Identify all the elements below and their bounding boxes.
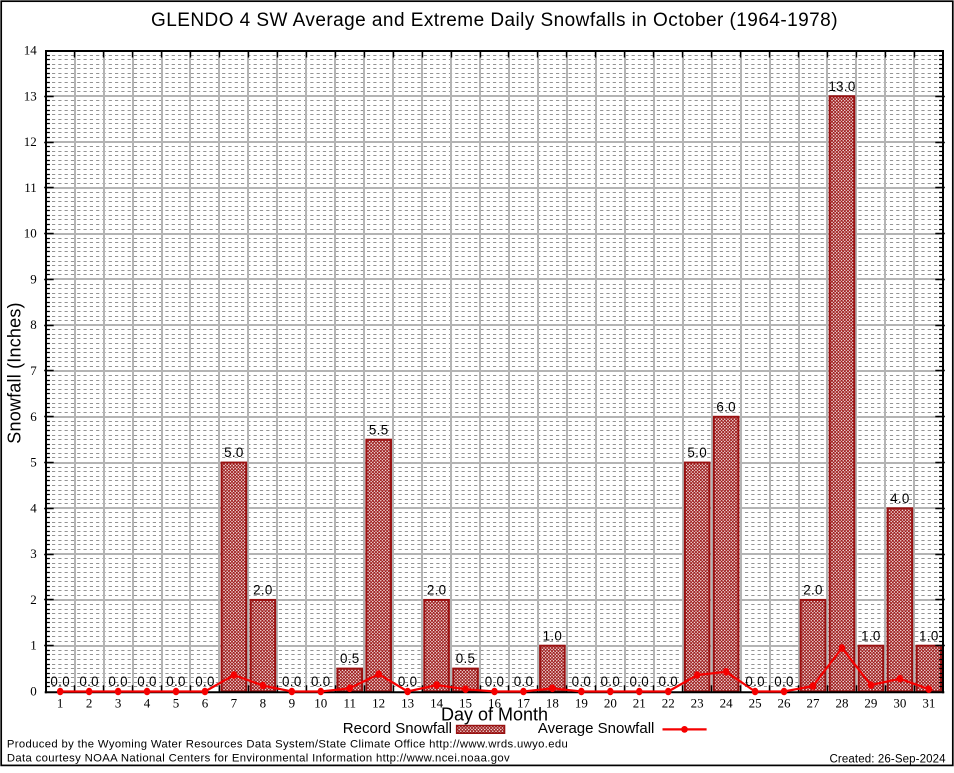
svg-text:1: 1 <box>30 638 37 653</box>
svg-text:7: 7 <box>231 696 238 711</box>
svg-text:2: 2 <box>86 696 93 711</box>
svg-text:2: 2 <box>30 592 37 607</box>
svg-text:10: 10 <box>24 226 37 241</box>
svg-text:18: 18 <box>546 696 559 711</box>
svg-text:0.0: 0.0 <box>282 674 302 689</box>
svg-text:11: 11 <box>24 180 37 195</box>
svg-text:1.0: 1.0 <box>861 628 881 643</box>
svg-text:11: 11 <box>343 696 356 711</box>
svg-text:13: 13 <box>401 696 414 711</box>
svg-text:13: 13 <box>24 88 37 103</box>
svg-text:0.0: 0.0 <box>572 674 592 689</box>
svg-text:GLENDO 4 SW Average and Extrem: GLENDO 4 SW Average and Extreme Daily Sn… <box>151 10 838 31</box>
svg-text:28: 28 <box>835 696 848 711</box>
svg-text:0.0: 0.0 <box>658 674 678 689</box>
svg-text:30: 30 <box>893 696 906 711</box>
svg-text:Record Snowfall: Record Snowfall <box>343 720 452 737</box>
svg-text:0.0: 0.0 <box>514 674 534 689</box>
svg-text:22: 22 <box>662 696 675 711</box>
svg-text:3: 3 <box>30 546 37 561</box>
svg-text:0.0: 0.0 <box>137 674 157 689</box>
svg-text:0.5: 0.5 <box>340 651 360 666</box>
svg-text:0.0: 0.0 <box>485 674 505 689</box>
svg-text:31: 31 <box>922 696 935 711</box>
svg-text:5.0: 5.0 <box>224 445 244 460</box>
svg-text:14: 14 <box>24 43 38 58</box>
svg-text:15: 15 <box>459 696 472 711</box>
svg-text:24: 24 <box>720 696 734 711</box>
svg-text:0.0: 0.0 <box>745 674 765 689</box>
svg-text:1.0: 1.0 <box>543 628 563 643</box>
svg-text:23: 23 <box>691 696 704 711</box>
svg-text:21: 21 <box>633 696 646 711</box>
svg-text:0.0: 0.0 <box>398 674 418 689</box>
svg-text:Data courtesy NOAA National Ce: Data courtesy NOAA National Centers for … <box>7 753 510 765</box>
svg-text:4.0: 4.0 <box>890 491 910 506</box>
svg-text:12: 12 <box>372 696 385 711</box>
svg-text:8: 8 <box>30 317 37 332</box>
svg-text:2.0: 2.0 <box>427 583 447 598</box>
svg-text:0.0: 0.0 <box>108 674 128 689</box>
svg-text:0.5: 0.5 <box>456 651 476 666</box>
svg-text:29: 29 <box>864 696 877 711</box>
svg-text:4: 4 <box>144 696 151 711</box>
svg-text:5: 5 <box>173 696 180 711</box>
svg-text:19: 19 <box>575 696 588 711</box>
svg-text:2.0: 2.0 <box>803 583 823 598</box>
svg-text:9: 9 <box>30 271 37 286</box>
svg-text:9: 9 <box>289 696 296 711</box>
svg-text:5: 5 <box>30 455 37 470</box>
svg-text:10: 10 <box>314 696 327 711</box>
svg-text:0.0: 0.0 <box>50 674 70 689</box>
svg-text:1.0: 1.0 <box>919 628 939 643</box>
svg-text:20: 20 <box>604 696 617 711</box>
svg-text:25: 25 <box>749 696 762 711</box>
svg-text:0.0: 0.0 <box>79 674 99 689</box>
svg-text:7: 7 <box>30 363 37 378</box>
svg-text:14: 14 <box>430 696 444 711</box>
svg-text:Snowfall (Inches): Snowfall (Inches) <box>4 302 24 443</box>
svg-text:0.0: 0.0 <box>166 674 186 689</box>
svg-text:Produced by the Wyoming Water: Produced by the Wyoming Water Resources … <box>7 739 568 751</box>
svg-text:0.0: 0.0 <box>774 674 794 689</box>
svg-text:0.0: 0.0 <box>601 674 621 689</box>
svg-text:12: 12 <box>24 134 37 149</box>
svg-text:6: 6 <box>202 696 209 711</box>
svg-text:1: 1 <box>57 696 64 711</box>
svg-text:0.0: 0.0 <box>311 674 331 689</box>
svg-text:13.0: 13.0 <box>828 79 855 94</box>
svg-text:27: 27 <box>807 696 821 711</box>
svg-text:3: 3 <box>115 696 122 711</box>
svg-text:Created: 26-Sep-2024: Created: 26-Sep-2024 <box>829 754 946 766</box>
svg-text:0.0: 0.0 <box>195 674 215 689</box>
svg-text:26: 26 <box>778 696 792 711</box>
svg-text:5.0: 5.0 <box>687 445 707 460</box>
svg-text:Day of Month: Day of Month <box>441 705 548 725</box>
svg-text:0: 0 <box>30 684 37 699</box>
svg-text:4: 4 <box>30 500 37 515</box>
svg-text:6: 6 <box>30 409 37 424</box>
svg-text:2.0: 2.0 <box>253 583 273 598</box>
svg-text:8: 8 <box>260 696 267 711</box>
svg-text:5.5: 5.5 <box>369 422 389 437</box>
svg-text:6.0: 6.0 <box>716 399 736 414</box>
svg-text:Average Snowfall: Average Snowfall <box>538 720 654 737</box>
svg-text:16: 16 <box>488 696 502 711</box>
svg-text:0.0: 0.0 <box>630 674 650 689</box>
svg-text:17: 17 <box>517 696 531 711</box>
